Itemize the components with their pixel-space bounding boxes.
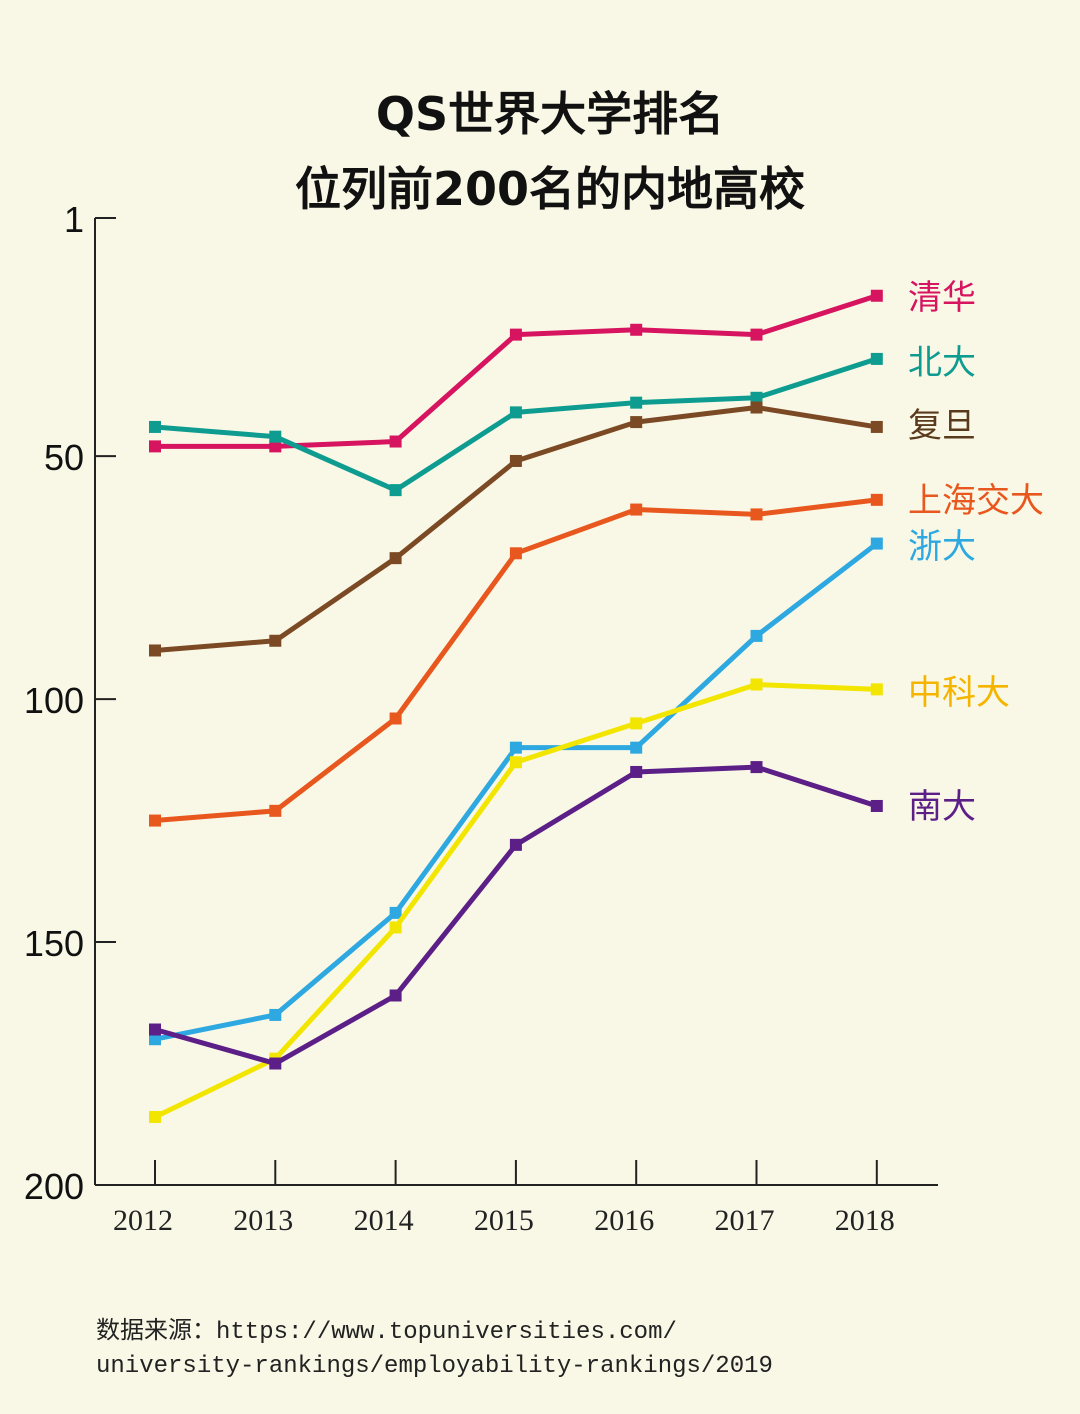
series-label: 浙大 — [908, 527, 976, 567]
data-point — [389, 921, 402, 934]
data-point — [269, 634, 282, 647]
data-point — [750, 391, 763, 404]
data-point — [750, 401, 763, 414]
series-5: 中科大 — [149, 673, 1010, 1123]
data-point — [509, 838, 522, 851]
data-point — [630, 416, 643, 429]
y-tick-label: 100 — [24, 680, 84, 721]
data-point — [389, 484, 402, 497]
y-tick-label: 50 — [44, 437, 84, 478]
series-line — [154, 356, 878, 493]
series-0: 清华 — [149, 278, 976, 453]
x-tick-label: 2012 — [113, 1204, 173, 1237]
x-tick-label: 2017 — [715, 1204, 775, 1237]
data-point — [509, 328, 522, 341]
data-point — [870, 352, 883, 365]
x-tick-label: 2015 — [474, 1204, 534, 1237]
data-point — [870, 683, 883, 696]
data-point — [149, 814, 161, 827]
x-tick-label: 2013 — [233, 1204, 293, 1237]
source-line1: 数据来源：https://www.topuniversities.com/ — [96, 1317, 677, 1346]
data-point — [509, 756, 522, 769]
data-point — [630, 323, 643, 336]
series-6: 南大 — [149, 761, 976, 1070]
data-point — [870, 799, 883, 812]
data-point — [269, 1057, 282, 1070]
data-point — [149, 1033, 161, 1046]
series-label: 中科大 — [908, 673, 1010, 713]
x-tick-label: 2018 — [835, 1204, 895, 1237]
data-point — [630, 741, 643, 754]
series-label: 上海交大 — [908, 481, 1044, 521]
data-point — [630, 503, 643, 516]
data-point — [389, 712, 402, 725]
series-label: 北大 — [908, 343, 976, 383]
data-point — [149, 1110, 161, 1123]
data-point — [509, 741, 522, 754]
data-point — [149, 1023, 161, 1036]
data-point — [630, 396, 643, 409]
chart-title-line1: QS世界大学排名 — [376, 87, 724, 141]
data-point — [389, 989, 402, 1002]
data-point — [630, 765, 643, 778]
series-label: 复旦 — [908, 406, 976, 446]
data-point — [870, 289, 883, 302]
data-point — [149, 440, 161, 453]
source-line2: university-rankings/employability-rankin… — [96, 1353, 773, 1380]
data-point — [630, 717, 643, 730]
data-point — [269, 440, 282, 453]
data-point — [269, 430, 282, 443]
y-tick-label: 150 — [24, 923, 84, 964]
data-point — [149, 420, 161, 433]
data-point — [389, 906, 402, 919]
chart-title-line2: 位列前200名的内地高校 — [295, 162, 805, 216]
series-4: 浙大 — [149, 527, 976, 1046]
y-tick-label: 200 — [24, 1166, 84, 1207]
data-point — [750, 328, 763, 341]
data-point — [389, 552, 402, 565]
data-point — [750, 761, 763, 774]
data-point — [870, 493, 883, 506]
series-line — [154, 541, 879, 1042]
series-label: 南大 — [908, 787, 976, 827]
x-tick-label: 2016 — [594, 1204, 654, 1237]
data-point — [509, 406, 522, 419]
series-3: 上海交大 — [149, 481, 1044, 827]
data-point — [870, 420, 883, 433]
series-line — [155, 293, 878, 449]
data-point — [750, 629, 763, 642]
x-tick-label: 2014 — [354, 1204, 414, 1237]
data-point — [509, 547, 522, 560]
data-point — [750, 508, 763, 521]
data-point — [509, 454, 522, 467]
data-point — [870, 537, 883, 550]
series-1: 北大 — [149, 343, 976, 497]
data-point — [389, 435, 402, 448]
data-point — [269, 1008, 282, 1021]
data-point — [149, 644, 161, 657]
y-tick-label: 1 — [64, 199, 84, 240]
series-label: 清华 — [908, 278, 976, 318]
data-point — [750, 678, 763, 691]
series-2: 复旦 — [149, 401, 976, 657]
data-point — [269, 804, 282, 817]
